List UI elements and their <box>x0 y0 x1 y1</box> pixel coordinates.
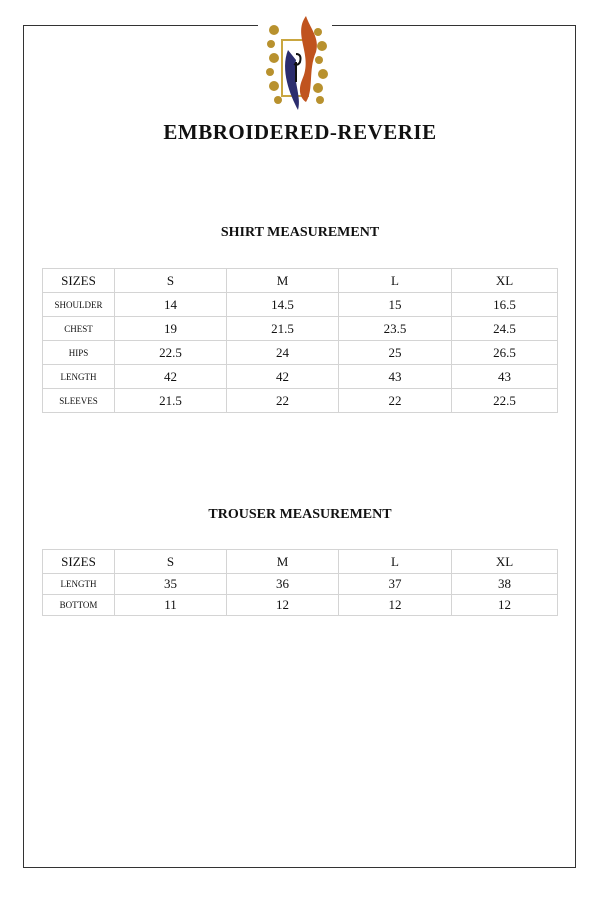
cell: 35 <box>114 573 227 595</box>
header-cell: L <box>338 549 452 574</box>
cell: 23.5 <box>338 316 452 341</box>
cell: 24 <box>226 340 339 365</box>
page-border <box>23 25 576 868</box>
header-cell: M <box>226 268 339 293</box>
cell: 42 <box>226 364 339 389</box>
header-cell: S <box>114 549 227 574</box>
row-label: LENGTH <box>42 364 115 389</box>
table-row: CHEST 19 21.5 23.5 24.5 <box>42 316 558 341</box>
header-cell: XL <box>451 549 558 574</box>
row-label: CHEST <box>42 316 115 341</box>
header-cell: SIZES <box>42 268 115 293</box>
cell: 25 <box>338 340 452 365</box>
header-cell: L <box>338 268 452 293</box>
row-label: SLEEVES <box>42 388 115 413</box>
row-label: LENGTH <box>42 573 115 595</box>
table-header-row: SIZES S M L XL <box>42 549 558 574</box>
trouser-measurement-table: SIZES S M L XL LENGTH 35 36 37 38 BOTTOM… <box>42 549 558 616</box>
table-row: SHOULDER 14 14.5 15 16.5 <box>42 292 558 317</box>
cell: 21.5 <box>226 316 339 341</box>
cell: 37 <box>338 573 452 595</box>
cell: 42 <box>114 364 227 389</box>
brand-logo-icon <box>266 16 328 110</box>
table-row: HIPS 22.5 24 25 26.5 <box>42 340 558 365</box>
cell: 24.5 <box>451 316 558 341</box>
table-row: SLEEVES 21.5 22 22 22.5 <box>42 388 558 413</box>
brand-name: EMBROIDERED-REVERIE <box>163 120 437 144</box>
header-cell: S <box>114 268 227 293</box>
cell: 36 <box>226 573 339 595</box>
cell: 43 <box>451 364 558 389</box>
row-label: BOTTOM <box>42 594 115 616</box>
shirt-section-title: SHIRT MEASUREMENT <box>220 225 380 240</box>
cell: 16.5 <box>451 292 558 317</box>
table-row: LENGTH 42 42 43 43 <box>42 364 558 389</box>
table-header-row: SIZES S M L XL <box>42 268 558 293</box>
row-label: SHOULDER <box>42 292 115 317</box>
cell: 12 <box>451 594 558 616</box>
cell: 12 <box>226 594 339 616</box>
header-cell: XL <box>451 268 558 293</box>
cell: 11 <box>114 594 227 616</box>
cell: 22 <box>226 388 339 413</box>
cell: 22 <box>338 388 452 413</box>
cell: 38 <box>451 573 558 595</box>
cell: 22.5 <box>451 388 558 413</box>
shirt-measurement-table: SIZES S M L XL SHOULDER 14 14.5 15 16.5 … <box>42 268 558 413</box>
cell: 14.5 <box>226 292 339 317</box>
cell: 12 <box>338 594 452 616</box>
row-label: HIPS <box>42 340 115 365</box>
table-row: BOTTOM 11 12 12 12 <box>42 594 558 616</box>
table-row: LENGTH 35 36 37 38 <box>42 573 558 595</box>
header-cell: SIZES <box>42 549 115 574</box>
cell: 22.5 <box>114 340 227 365</box>
cell: 26.5 <box>451 340 558 365</box>
cell: 15 <box>338 292 452 317</box>
trouser-section-title: TROUSER MEASUREMENT <box>208 507 392 522</box>
cell: 43 <box>338 364 452 389</box>
cell: 21.5 <box>114 388 227 413</box>
header-cell: M <box>226 549 339 574</box>
cell: 14 <box>114 292 227 317</box>
cell: 19 <box>114 316 227 341</box>
